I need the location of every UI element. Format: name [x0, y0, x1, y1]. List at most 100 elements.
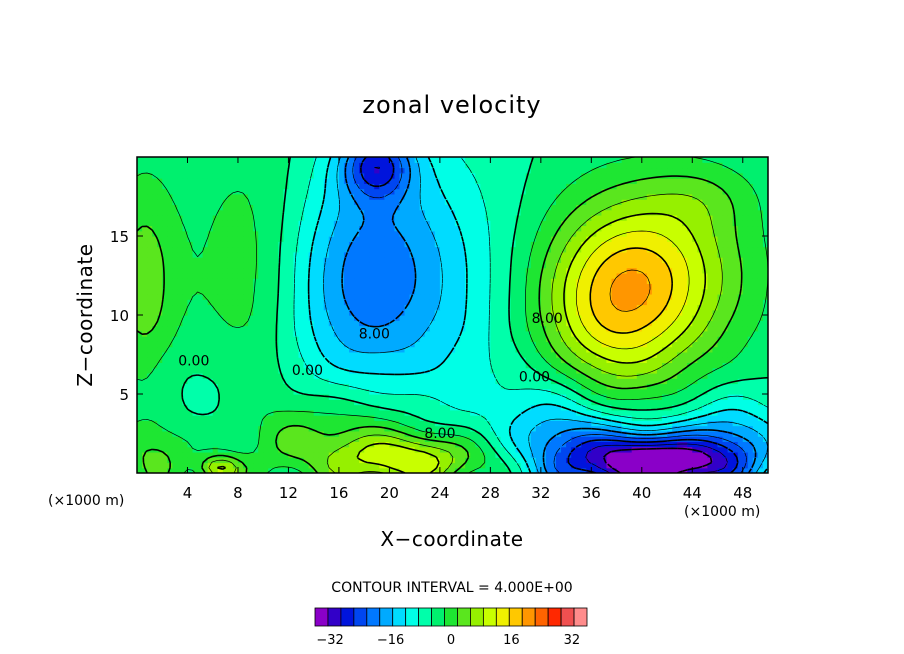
heatmap-cell [571, 309, 577, 316]
heatmap-cell [318, 299, 325, 306]
heatmap-cell [333, 404, 340, 411]
heatmap-cell [187, 272, 194, 279]
heatmap-cell [697, 357, 703, 363]
heatmap-cell [510, 272, 517, 279]
heatmap-cell [288, 388, 295, 395]
heatmap-cell [444, 288, 451, 295]
heatmap-cell [576, 293, 582, 300]
heatmap-cell [480, 325, 486, 332]
heatmap-cell [732, 325, 739, 332]
heatmap-cell [732, 320, 739, 327]
heatmap-cell [172, 404, 178, 411]
heatmap-cell [399, 341, 406, 348]
heatmap-cell [672, 457, 678, 464]
heatmap-cell [434, 315, 441, 321]
heatmap-cell [424, 451, 431, 458]
heatmap-cell [606, 420, 613, 427]
heatmap-cell [566, 278, 572, 284]
heatmap-cell [591, 304, 597, 311]
heatmap-cell [480, 351, 486, 358]
heatmap-cell [540, 404, 547, 411]
heatmap-cell [762, 420, 768, 427]
heatmap-cell [747, 278, 754, 284]
heatmap-cell [147, 288, 153, 295]
heatmap-cell [742, 330, 749, 337]
heatmap-cell [540, 420, 547, 427]
heatmap-cell [409, 451, 416, 458]
heatmap-cell [439, 378, 446, 385]
heatmap-cell [227, 267, 234, 274]
heatmap-cell [757, 430, 764, 437]
heatmap-cell [248, 367, 254, 374]
heatmap-cell [232, 346, 239, 353]
heatmap-cell [591, 446, 597, 453]
heatmap-cell [278, 430, 284, 437]
heatmap-cell [268, 446, 274, 453]
heatmap-cell [374, 336, 380, 342]
heatmap-cell [535, 346, 542, 353]
heatmap-cell [515, 430, 522, 437]
heatmap-cell [419, 383, 426, 390]
heatmap-cell [182, 272, 189, 279]
heatmap-cell [515, 425, 522, 432]
heatmap-cell [293, 278, 300, 284]
heatmap-cell [399, 399, 406, 406]
heatmap-cell [409, 383, 416, 390]
heatmap-cell [460, 409, 466, 416]
heatmap-cell [343, 425, 350, 432]
heatmap-cell [692, 383, 698, 390]
heatmap-cell [545, 467, 552, 473]
heatmap-cell [722, 315, 729, 321]
heatmap-cell [520, 436, 527, 442]
heatmap-cell [419, 341, 426, 348]
heatmap-cell [742, 362, 749, 369]
heatmap-cell [687, 304, 693, 311]
heatmap-cell [444, 367, 451, 374]
heatmap-cell [646, 462, 653, 469]
heatmap-cell [268, 404, 274, 411]
heatmap-cell [354, 409, 360, 416]
heatmap-cell [157, 346, 163, 353]
heatmap-cell [207, 394, 214, 400]
heatmap-cell [232, 283, 239, 290]
heatmap-cell [273, 357, 279, 363]
heatmap-cell [404, 336, 411, 342]
heatmap-cell [566, 409, 572, 416]
heatmap-cell [338, 436, 345, 442]
heatmap-cell [530, 325, 537, 332]
heatmap-cell [243, 346, 249, 353]
heatmap-cell [717, 399, 724, 406]
heatmap-cell [712, 346, 719, 353]
heatmap-cell [621, 378, 628, 385]
heatmap-cell [732, 462, 739, 469]
heatmap-cell [470, 267, 476, 274]
heatmap-cell [510, 346, 517, 353]
heatmap-cell [566, 378, 572, 385]
heatmap-cell [157, 446, 163, 453]
heatmap-cell [379, 330, 385, 337]
heatmap-cell [389, 278, 396, 284]
heatmap-cell [439, 388, 446, 395]
heatmap-cell [212, 278, 219, 284]
heatmap-cell [475, 409, 481, 416]
heatmap-cell [333, 441, 340, 448]
heatmap-cell [273, 404, 279, 411]
heatmap-cell [490, 357, 497, 363]
heatmap-cell [137, 425, 143, 432]
heatmap-cell [354, 362, 360, 369]
heatmap-cell [137, 272, 143, 279]
heatmap-cell [137, 288, 143, 295]
heatmap-cell [520, 315, 527, 321]
heatmap-cell [157, 315, 163, 321]
heatmap-cell [722, 425, 729, 432]
heatmap-cell [621, 441, 628, 448]
heatmap-cell [626, 404, 633, 411]
heatmap-cell [369, 299, 375, 306]
heatmap-cell [525, 383, 532, 390]
heatmap-cell [510, 372, 517, 379]
heatmap-cell [475, 441, 481, 448]
heatmap-cell [535, 378, 542, 385]
heatmap-cell [742, 309, 749, 316]
heatmap-cell [732, 367, 739, 374]
heatmap-cell [343, 436, 350, 442]
